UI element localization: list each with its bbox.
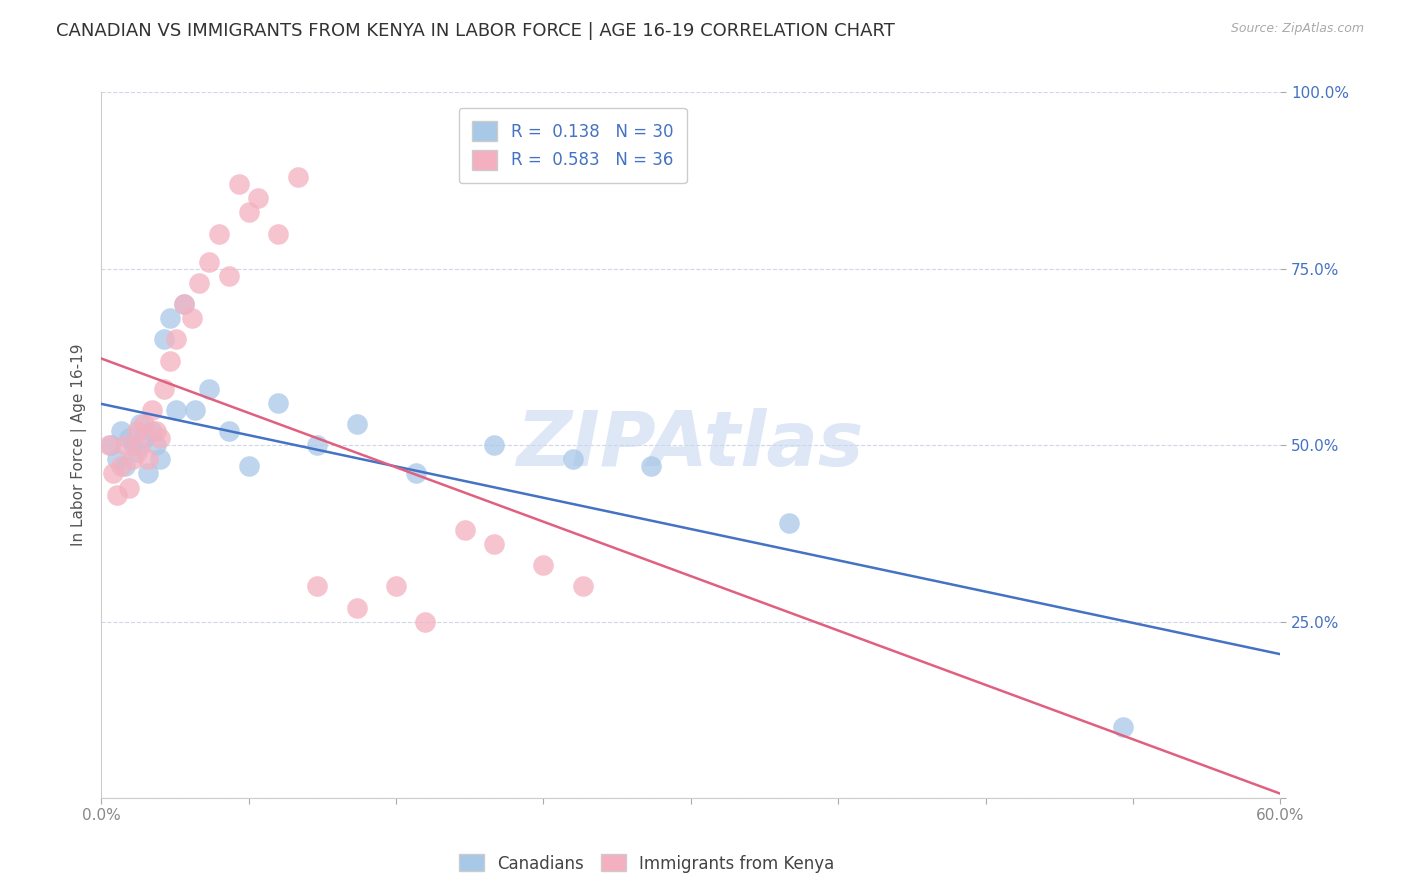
Point	[136, 467, 159, 481]
Point	[101, 467, 124, 481]
Point	[415, 615, 437, 629]
Legend: R =  0.138   N = 30, R =  0.583   N = 36: R = 0.138 N = 30, R = 0.583 N = 36	[460, 108, 686, 184]
Point	[184, 403, 207, 417]
Point	[165, 403, 187, 417]
Point	[117, 431, 139, 445]
Point	[307, 579, 329, 593]
Point	[125, 424, 148, 438]
Point	[346, 417, 368, 431]
Point	[105, 452, 128, 467]
Point	[114, 459, 136, 474]
Point	[218, 424, 240, 438]
Point	[159, 353, 181, 368]
Point	[218, 268, 240, 283]
Point	[159, 311, 181, 326]
Text: Source: ZipAtlas.com: Source: ZipAtlas.com	[1230, 22, 1364, 36]
Point	[484, 438, 506, 452]
Point	[173, 297, 195, 311]
Point	[405, 467, 427, 481]
Point	[149, 431, 172, 445]
Point	[454, 523, 477, 537]
Point	[307, 438, 329, 452]
Point	[238, 459, 260, 474]
Point	[228, 177, 250, 191]
Point	[110, 424, 132, 438]
Point	[267, 396, 290, 410]
Point	[778, 516, 800, 530]
Point	[287, 169, 309, 184]
Point	[145, 424, 167, 438]
Point	[267, 227, 290, 241]
Point	[173, 297, 195, 311]
Point	[145, 438, 167, 452]
Point	[134, 431, 156, 445]
Point	[165, 332, 187, 346]
Point	[110, 459, 132, 474]
Point	[105, 487, 128, 501]
Point	[121, 438, 143, 452]
Point	[141, 403, 163, 417]
Point	[484, 537, 506, 551]
Point	[149, 452, 172, 467]
Point	[136, 452, 159, 467]
Point	[238, 205, 260, 219]
Text: ZIPAtlas: ZIPAtlas	[517, 409, 865, 483]
Point	[129, 417, 152, 431]
Point	[531, 558, 554, 573]
Point	[640, 459, 662, 474]
Point	[153, 332, 176, 346]
Point	[153, 382, 176, 396]
Point	[247, 191, 270, 205]
Point	[208, 227, 231, 241]
Point	[121, 452, 143, 467]
Point	[198, 254, 221, 268]
Point	[385, 579, 408, 593]
Point	[141, 424, 163, 438]
Point	[114, 438, 136, 452]
Point	[129, 438, 152, 452]
Point	[346, 600, 368, 615]
Point	[188, 276, 211, 290]
Point	[561, 452, 583, 467]
Point	[100, 438, 122, 452]
Text: CANADIAN VS IMMIGRANTS FROM KENYA IN LABOR FORCE | AGE 16-19 CORRELATION CHART: CANADIAN VS IMMIGRANTS FROM KENYA IN LAB…	[56, 22, 896, 40]
Point	[198, 382, 221, 396]
Point	[98, 438, 121, 452]
Point	[1112, 721, 1135, 735]
Point	[180, 311, 202, 326]
Legend: Canadians, Immigrants from Kenya: Canadians, Immigrants from Kenya	[453, 847, 841, 880]
Point	[134, 417, 156, 431]
Point	[125, 445, 148, 459]
Y-axis label: In Labor Force | Age 16-19: In Labor Force | Age 16-19	[72, 344, 87, 547]
Point	[571, 579, 593, 593]
Point	[117, 481, 139, 495]
